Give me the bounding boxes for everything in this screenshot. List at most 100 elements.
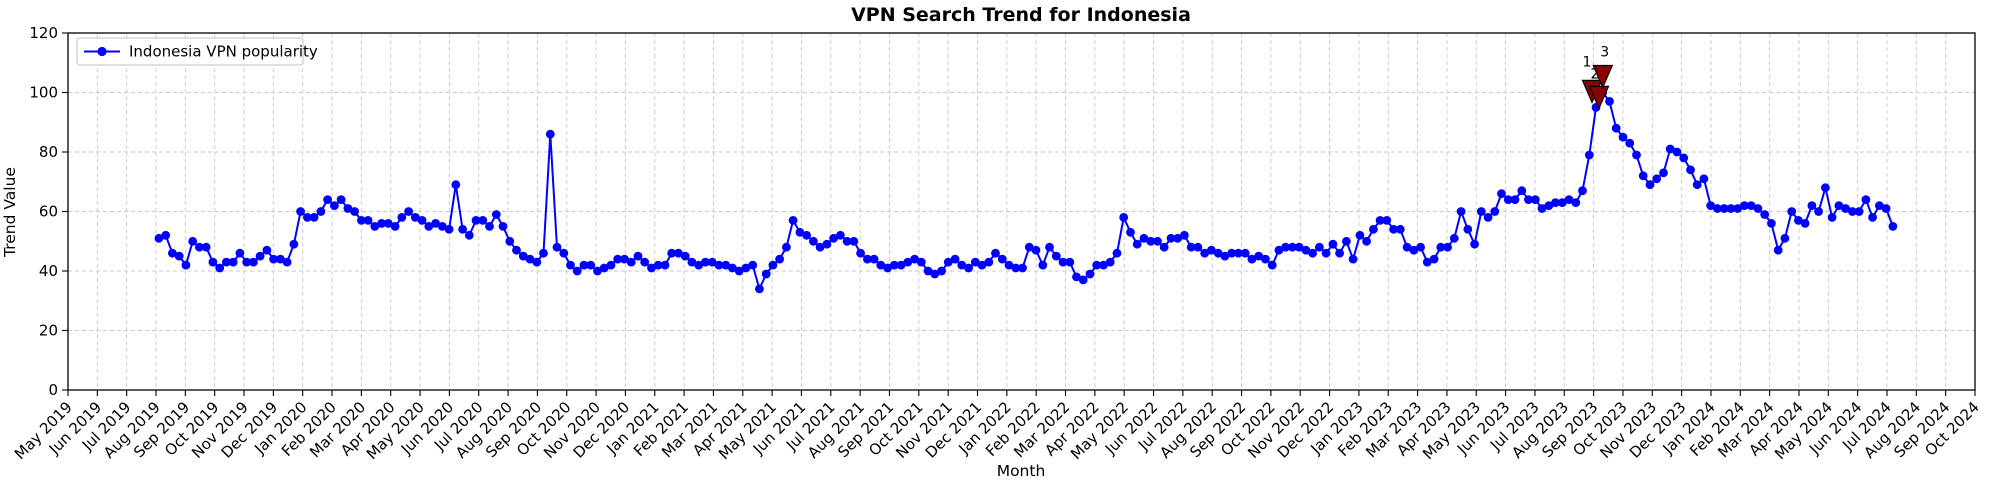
data-point <box>1132 239 1142 249</box>
data-point <box>1834 201 1844 211</box>
data-point <box>1524 195 1533 205</box>
data-point <box>822 239 832 249</box>
data-point <box>1072 272 1081 282</box>
data-point <box>1544 201 1554 211</box>
data-point <box>1085 269 1095 279</box>
data-point <box>1686 165 1695 175</box>
data-point <box>1308 248 1317 258</box>
data-point <box>734 266 744 276</box>
data-point <box>276 254 285 264</box>
data-point <box>262 245 272 255</box>
data-point <box>1578 186 1587 196</box>
data-point <box>626 257 636 267</box>
data-point <box>1645 180 1655 190</box>
data-point <box>1267 260 1277 270</box>
data-point <box>991 248 1000 258</box>
data-point <box>1274 245 1284 255</box>
data-point <box>1821 183 1830 193</box>
data-point <box>282 257 292 267</box>
data-point <box>417 216 427 225</box>
data-point <box>1861 195 1871 205</box>
data-point <box>525 254 535 264</box>
legend-label: Indonesia VPN popularity <box>129 43 318 61</box>
data-point <box>647 263 656 273</box>
x-axis-label: Month <box>997 462 1046 480</box>
data-point <box>1780 233 1790 243</box>
data-point <box>1517 186 1527 196</box>
data-point <box>188 236 198 246</box>
data-point <box>1422 257 1432 267</box>
data-point <box>1348 254 1358 264</box>
y-tick-label: 20 <box>39 322 58 340</box>
data-point <box>707 257 717 267</box>
data-point <box>1875 201 1884 211</box>
data-point <box>498 222 508 231</box>
data-point <box>836 230 845 240</box>
data-point <box>977 260 987 270</box>
data-point <box>1180 230 1189 240</box>
data-point <box>357 216 366 225</box>
data-point <box>883 263 892 273</box>
data-point <box>1652 174 1662 184</box>
data-point <box>869 254 879 264</box>
data-point <box>1537 204 1547 213</box>
data-point <box>586 260 596 270</box>
data-point <box>539 248 548 258</box>
data-point <box>606 260 616 270</box>
data-point <box>1031 245 1041 255</box>
data-point <box>1240 248 1250 258</box>
data-point <box>802 230 811 240</box>
data-point <box>1848 207 1857 216</box>
data-point <box>1375 216 1385 225</box>
data-point <box>1200 248 1210 258</box>
data-point <box>269 254 278 264</box>
data-point <box>599 263 609 273</box>
data-point <box>1213 248 1223 258</box>
data-point <box>923 266 933 276</box>
data-point <box>1827 213 1837 222</box>
data-point <box>518 251 528 261</box>
data-point <box>1760 210 1770 219</box>
data-point <box>478 216 488 225</box>
data-point <box>957 260 967 270</box>
data-point <box>761 269 771 279</box>
data-point <box>1625 138 1635 148</box>
legend-marker-icon <box>97 46 107 57</box>
chart-title: VPN Search Trend for Indonesia <box>851 4 1191 26</box>
data-point <box>1018 263 1027 273</box>
data-point <box>458 224 467 234</box>
data-point <box>768 260 778 270</box>
data-point <box>1369 224 1378 234</box>
data-point <box>889 260 899 270</box>
data-point <box>1854 207 1864 216</box>
annotation-marker-2 <box>1588 85 1610 110</box>
data-point <box>1321 248 1331 258</box>
data-point <box>397 213 407 222</box>
data-point <box>215 263 225 273</box>
data-point <box>667 248 677 258</box>
data-point <box>1800 219 1810 228</box>
data-point <box>1449 233 1459 243</box>
data-point <box>1139 233 1149 243</box>
data-point <box>1342 236 1351 246</box>
annotation-label-2: 2 <box>1591 66 1600 82</box>
data-point <box>1746 201 1756 211</box>
data-point <box>1166 233 1176 243</box>
data-point <box>370 222 380 231</box>
data-point <box>1395 224 1405 234</box>
data-point <box>1153 236 1162 246</box>
data-point <box>195 242 204 252</box>
data-point <box>640 257 650 267</box>
data-point <box>1328 239 1338 249</box>
data-point <box>309 213 319 222</box>
data-point <box>1726 204 1736 213</box>
data-point <box>181 260 191 270</box>
data-point <box>782 242 791 252</box>
data-point <box>1011 263 1021 273</box>
data-point <box>1436 242 1446 252</box>
data-point <box>593 266 602 276</box>
data-point <box>532 257 542 267</box>
data-point <box>1389 224 1398 234</box>
data-point <box>161 230 171 240</box>
data-point <box>950 254 960 264</box>
